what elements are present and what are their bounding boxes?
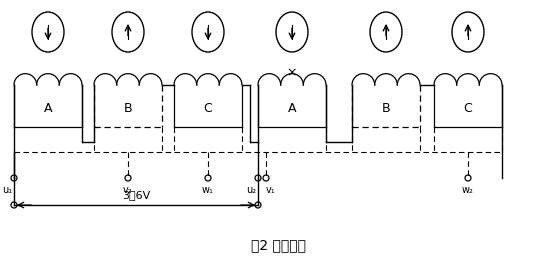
- Text: B: B: [124, 101, 132, 114]
- Text: w₁: w₁: [202, 185, 214, 195]
- Text: C: C: [463, 101, 472, 114]
- Text: C: C: [204, 101, 213, 114]
- Text: v₁: v₁: [266, 185, 276, 195]
- Text: 图2 指南针法: 图2 指南针法: [250, 238, 305, 252]
- Text: A: A: [44, 101, 52, 114]
- Text: 3＇6V: 3＇6V: [122, 190, 150, 200]
- Text: A: A: [287, 101, 296, 114]
- Text: B: B: [382, 101, 390, 114]
- Text: ×: ×: [287, 67, 297, 80]
- Text: v₂: v₂: [123, 185, 133, 195]
- Text: w₂: w₂: [462, 185, 474, 195]
- Text: u₂: u₂: [246, 185, 256, 195]
- Text: u₁: u₁: [2, 185, 12, 195]
